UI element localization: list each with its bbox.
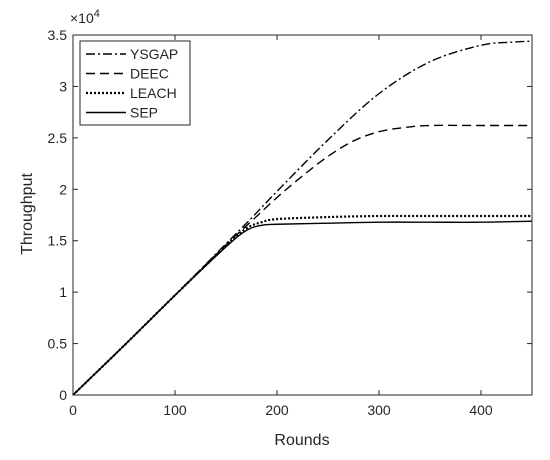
- chart-legend: YSGAP DEEC LEACH SEP: [79, 40, 191, 126]
- x-tick-label: 400: [469, 402, 493, 418]
- series-layer: [72, 40, 533, 396]
- y-tick-label: 1.5: [48, 233, 68, 249]
- legend-label-ysgap: YSGAP: [130, 46, 178, 62]
- ticks-layer: 0 100 200 300 400 0 0.5 1 1.5 2 2.5 3 3.5: [48, 27, 532, 418]
- y-axis-label: Throughput: [19, 173, 36, 255]
- legend-box: [79, 40, 191, 126]
- x-tick-label: 200: [265, 402, 289, 418]
- x-tick-label: 0: [69, 402, 77, 418]
- y-axis-exponent-power: 4: [94, 8, 100, 20]
- series-line-ysgap: [72, 40, 533, 396]
- y-axis-exponent-base: ×10: [70, 10, 94, 26]
- x-axis-label: Rounds: [274, 432, 329, 449]
- y-tick-label: 3.5: [48, 27, 68, 43]
- y-tick-label: 0.5: [48, 336, 68, 352]
- legend-label-sep: SEP: [130, 105, 158, 121]
- labels-layer: Rounds Throughput ×104: [19, 8, 330, 449]
- y-tick-label: 2: [59, 181, 67, 197]
- y-tick-label: 3: [59, 78, 67, 94]
- y-tick-label: 2.5: [48, 130, 68, 146]
- y-tick-label: 1: [59, 284, 67, 300]
- axes-layer: [72, 34, 533, 396]
- axes-box: [72, 34, 533, 396]
- y-tick-label: 0: [59, 387, 67, 403]
- y-axis-exponent: ×104: [70, 8, 100, 26]
- x-tick-label: 300: [367, 402, 391, 418]
- legend-label-deec: DEEC: [130, 66, 169, 82]
- x-tick-label: 100: [163, 402, 187, 418]
- legend-label-leach: LEACH: [130, 85, 177, 101]
- series-line-sep: [72, 220, 533, 396]
